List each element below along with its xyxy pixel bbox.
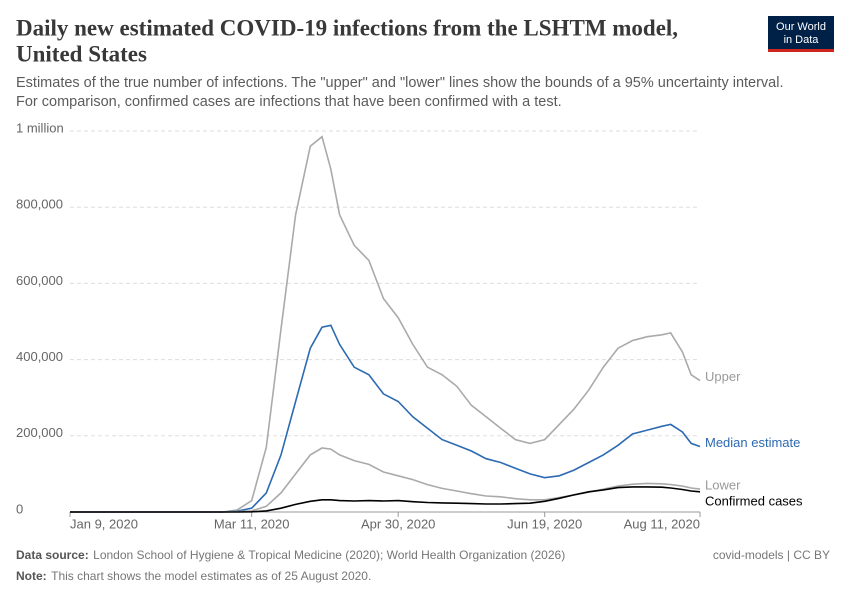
- chart-title: Daily new estimated COVID-19 infections …: [16, 15, 678, 40]
- x-tick-label: Jun 19, 2020: [507, 516, 582, 531]
- y-tick-label: 600,000: [16, 273, 63, 288]
- series-label: Lower: [705, 478, 741, 493]
- y-tick-label: 400,000: [16, 349, 63, 364]
- chart-title: United States: [16, 41, 147, 66]
- subtitle: For comparison, confirmed cases are infe…: [16, 94, 562, 110]
- y-tick-label: 0: [16, 501, 23, 516]
- source-text[interactable]: London School of Hygiene & Tropical Medi…: [93, 548, 565, 562]
- y-tick-label: 200,000: [16, 425, 63, 440]
- x-tick-label: Aug 11, 2020: [624, 516, 700, 531]
- source: Data source: London School of Hygiene & …: [16, 547, 565, 564]
- x-tick-label: Mar 11, 2020: [214, 516, 290, 531]
- y-tick-label: 800,000: [16, 197, 63, 212]
- series-line: [70, 447, 701, 513]
- series-label: Confirmed cases: [705, 494, 803, 509]
- logo-text: Our World: [776, 21, 826, 33]
- logo-text: in Data: [784, 34, 820, 46]
- series-label: Median estimate: [705, 435, 800, 450]
- series-line: [70, 486, 701, 513]
- note: Note: This chart shows the model estimat…: [16, 568, 371, 585]
- logo-stripe: [768, 49, 834, 52]
- series-line: [70, 324, 701, 513]
- series-line: [70, 135, 701, 513]
- logo[interactable]: [768, 16, 834, 52]
- note-label: Note:: [16, 569, 47, 583]
- y-tick-label: 1 million: [16, 120, 64, 135]
- license[interactable]: covid-models | CC BY: [713, 548, 830, 562]
- x-tick-label: Apr 30, 2020: [361, 516, 435, 531]
- source-label: Data source:: [16, 548, 89, 562]
- subtitle: Estimates of the true number of infectio…: [16, 75, 784, 91]
- note-text: This chart shows the model estimates as …: [51, 569, 371, 583]
- series-label: Upper: [705, 369, 741, 384]
- x-tick-label: Jan 9, 2020: [70, 516, 138, 531]
